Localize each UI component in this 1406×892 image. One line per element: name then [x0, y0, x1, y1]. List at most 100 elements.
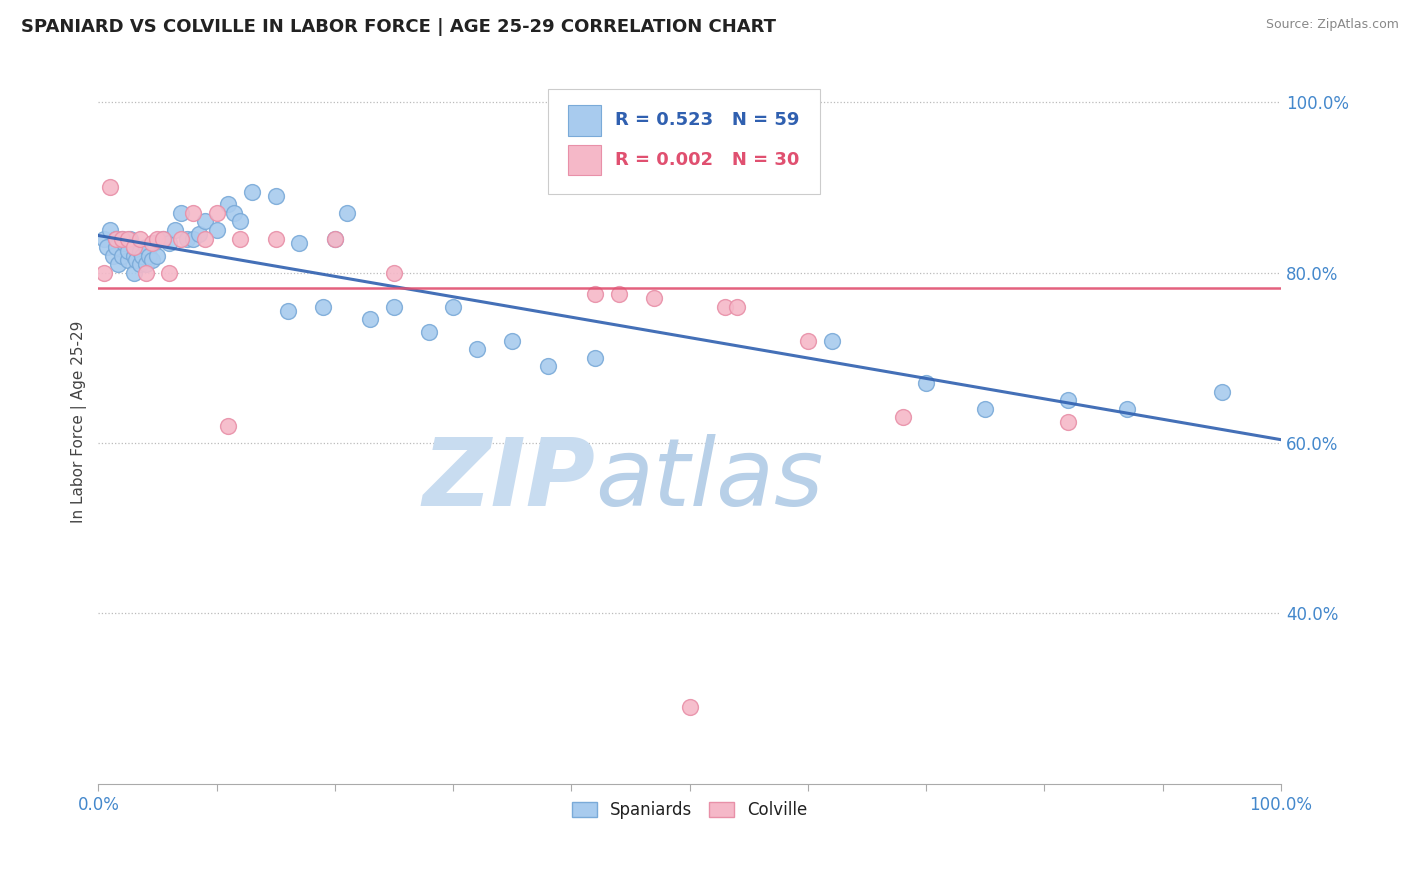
Point [205, 206, 228, 220]
Point [891, 410, 914, 425]
Text: Source: ZipAtlas.com: Source: ZipAtlas.com [1265, 18, 1399, 31]
Point [157, 235, 180, 250]
Point [583, 351, 606, 365]
Point [974, 401, 997, 416]
Point [107, 257, 129, 271]
Point [141, 235, 163, 250]
FancyBboxPatch shape [548, 88, 820, 194]
Point [105, 240, 128, 254]
Point [643, 291, 665, 305]
Point [537, 359, 560, 374]
Point [382, 300, 405, 314]
Point [122, 266, 145, 280]
Point [441, 300, 464, 314]
Point [501, 334, 523, 348]
Point [141, 252, 163, 267]
Point [1116, 401, 1139, 416]
Point [111, 231, 134, 245]
Point [152, 231, 174, 245]
Point [583, 286, 606, 301]
Point [465, 343, 488, 357]
Point [93, 231, 115, 245]
Point [181, 231, 204, 245]
Point [146, 231, 169, 245]
Point [224, 206, 246, 220]
Point [111, 231, 134, 245]
Point [93, 266, 115, 280]
Point [820, 334, 842, 348]
Point [170, 231, 193, 245]
Point [122, 240, 145, 254]
Point [205, 223, 228, 237]
Point [1057, 393, 1080, 408]
Bar [568, 145, 600, 176]
Point [122, 248, 145, 262]
Point [217, 418, 239, 433]
Point [359, 312, 381, 326]
Text: atlas: atlas [595, 434, 824, 525]
Point [229, 214, 252, 228]
Point [1211, 384, 1233, 399]
Point [418, 325, 440, 339]
Text: ZIP: ZIP [422, 434, 595, 525]
Point [146, 248, 169, 262]
Point [725, 300, 748, 314]
Bar [568, 105, 600, 136]
Point [187, 227, 209, 242]
Point [98, 180, 121, 194]
Point [142, 235, 165, 250]
Point [277, 304, 299, 318]
Point [135, 240, 157, 254]
Point [607, 286, 630, 301]
Point [131, 248, 153, 262]
Point [98, 223, 121, 237]
Point [915, 376, 938, 391]
Point [117, 252, 139, 267]
Legend: Spaniards, Colville: Spaniards, Colville [565, 795, 814, 826]
Text: SPANIARD VS COLVILLE IN LABOR FORCE | AGE 25-29 CORRELATION CHART: SPANIARD VS COLVILLE IN LABOR FORCE | AG… [21, 18, 776, 36]
Point [382, 266, 405, 280]
Point [176, 231, 198, 245]
Point [323, 231, 346, 245]
Point [128, 231, 150, 245]
Point [181, 206, 204, 220]
Point [101, 248, 124, 262]
Point [128, 244, 150, 259]
Point [714, 300, 737, 314]
Point [217, 197, 239, 211]
Point [1057, 415, 1080, 429]
Point [312, 300, 335, 314]
Point [157, 266, 180, 280]
Point [194, 231, 217, 245]
Point [135, 257, 157, 271]
Point [152, 231, 174, 245]
Point [264, 231, 287, 245]
Point [240, 185, 263, 199]
Text: R = 0.523   N = 59: R = 0.523 N = 59 [616, 111, 800, 128]
Point [96, 240, 118, 254]
Text: R = 0.002   N = 30: R = 0.002 N = 30 [616, 152, 800, 169]
Point [105, 231, 128, 245]
Point [229, 231, 252, 245]
Point [111, 248, 134, 262]
Point [170, 206, 193, 220]
Point [323, 231, 346, 245]
Point [264, 189, 287, 203]
Point [128, 257, 150, 271]
Point [120, 231, 142, 245]
Point [122, 240, 145, 254]
Point [117, 231, 139, 245]
Point [679, 700, 702, 714]
Y-axis label: In Labor Force | Age 25-29: In Labor Force | Age 25-29 [72, 320, 87, 523]
Point [797, 334, 820, 348]
Point [194, 214, 217, 228]
Point [112, 235, 135, 250]
Point [117, 244, 139, 259]
Point [125, 252, 148, 267]
Point [336, 206, 359, 220]
Point [165, 223, 187, 237]
Point [135, 266, 157, 280]
Point [288, 235, 311, 250]
Point [138, 248, 160, 262]
Point [105, 231, 128, 245]
